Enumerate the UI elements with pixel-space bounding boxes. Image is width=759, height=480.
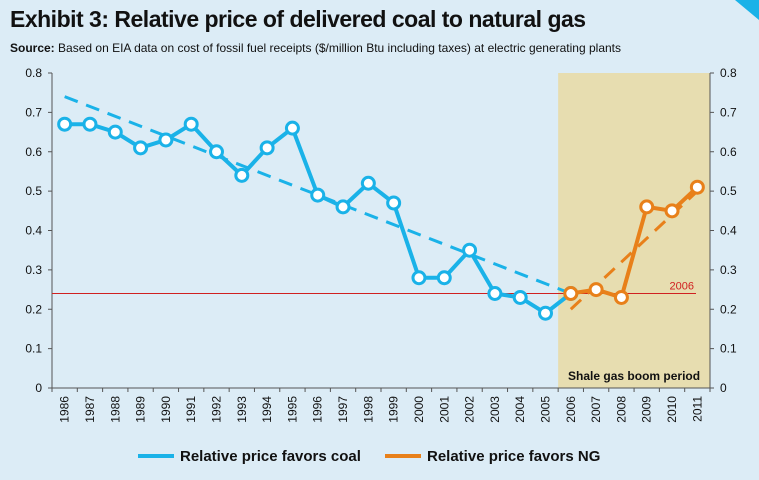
x-tick-label: 2001: [437, 396, 451, 423]
shaded-region: [558, 73, 710, 388]
x-tick-label: 2007: [589, 396, 603, 423]
data-point-coal: [133, 140, 149, 156]
y-tick-label-right: 0.7: [720, 105, 737, 119]
x-tick-label: 1998: [361, 396, 375, 423]
data-point-coal: [386, 195, 402, 211]
x-tick-label: 2000: [412, 396, 426, 423]
data-point-coal: [183, 116, 199, 132]
x-tick-label: 1986: [58, 396, 72, 423]
data-point-coal: [234, 167, 250, 183]
y-tick-label-right: 0.3: [720, 263, 737, 277]
y-tick-label-left: 0.2: [25, 302, 42, 316]
y-tick-label-right: 0: [720, 381, 727, 395]
x-tick-label: 1997: [336, 396, 350, 423]
y-tick-label-left: 0: [35, 381, 42, 395]
x-tick-label: 2011: [690, 396, 704, 422]
x-tick-label: 2004: [513, 396, 527, 423]
x-tick-label: 1999: [387, 396, 401, 423]
y-tick-label-right: 0.4: [720, 224, 737, 238]
y-tick-label-right: 0.6: [720, 145, 737, 159]
x-tick-label: 2003: [488, 396, 502, 423]
y-tick-label-right: 0.2: [720, 302, 737, 316]
y-tick-label-right: 0.5: [720, 184, 737, 198]
data-point-coal: [538, 305, 553, 321]
data-point-coal: [411, 270, 427, 286]
legend-label-ng: Relative price favors NG: [427, 448, 600, 465]
data-point-coal: [360, 175, 376, 191]
y-tick-label-right: 0.1: [720, 342, 737, 356]
data-point-coal: [284, 120, 300, 136]
data-point-ng: [588, 282, 604, 298]
data-point-ng: [689, 179, 705, 195]
x-tick-label: 1995: [285, 396, 299, 423]
data-point-coal: [82, 116, 98, 132]
y-tick-label-left: 0.4: [25, 224, 42, 238]
x-tick-label: 2009: [640, 396, 654, 423]
reference-line-label: 2006: [670, 281, 694, 293]
data-point-coal: [335, 199, 351, 215]
source-label: Source:: [10, 41, 55, 55]
chart-title: Exhibit 3: Relative price of delivered c…: [10, 6, 586, 32]
data-point-coal: [158, 132, 174, 148]
data-point-coal: [57, 116, 73, 132]
data-point-coal: [259, 140, 275, 156]
x-tick-label: 1992: [210, 396, 224, 423]
y-tick-label-left: 0.5: [25, 184, 42, 198]
x-tick-label: 2006: [564, 396, 578, 423]
x-tick-label: 2008: [614, 396, 628, 423]
corner-triangle-icon: [735, 0, 759, 20]
data-point-ng: [613, 289, 629, 305]
x-tick-label: 2010: [665, 396, 679, 423]
x-tick-label: 1996: [311, 396, 325, 423]
x-tick-label: 1990: [159, 396, 173, 423]
y-tick-label-left: 0.1: [25, 342, 42, 356]
shaded-region-label: Shale gas boom period: [568, 369, 700, 383]
data-point-coal: [487, 286, 503, 301]
data-point-coal: [209, 144, 224, 160]
data-point-coal: [512, 289, 528, 305]
x-tick-label: 1987: [83, 396, 97, 423]
y-tick-label-left: 0.7: [25, 105, 42, 119]
x-tick-label: 1988: [108, 396, 122, 423]
chart-subtitle: Source: Based on EIA data on cost of fos…: [10, 41, 621, 55]
y-tick-label-left: 0.8: [25, 66, 42, 80]
x-tick-label: 1989: [134, 396, 148, 423]
data-point-coal: [107, 124, 123, 140]
y-tick-label-left: 0.3: [25, 263, 42, 277]
data-point-coal: [310, 187, 326, 203]
x-tick-label: 1994: [260, 396, 274, 423]
x-tick-label: 2002: [463, 396, 477, 423]
y-tick-label-right: 0.8: [720, 66, 737, 80]
source-text: Based on EIA data on cost of fossil fuel…: [58, 41, 622, 55]
legend-label-coal: Relative price favors coal: [180, 448, 361, 465]
data-point-coal: [462, 242, 478, 258]
data-point-ng: [563, 286, 579, 301]
data-point-ng: [664, 203, 680, 219]
data-point-ng: [639, 199, 655, 215]
x-tick-label: 1991: [184, 396, 198, 423]
x-tick-label: 2005: [539, 396, 553, 423]
y-tick-label-left: 0.6: [25, 145, 42, 159]
x-tick-label: 1993: [235, 396, 249, 423]
data-point-coal: [436, 270, 452, 286]
